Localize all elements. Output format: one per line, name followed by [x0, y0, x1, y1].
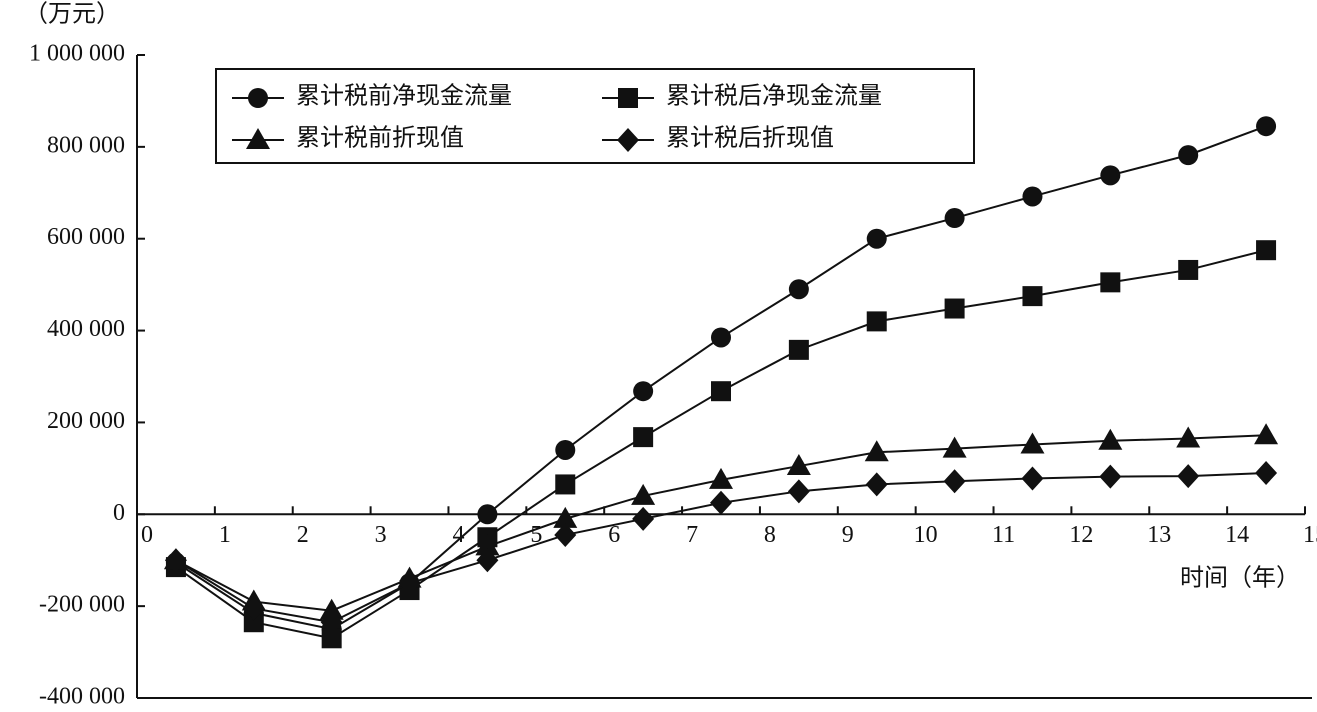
x-tick-label: 9 — [842, 522, 854, 548]
data-point — [711, 381, 731, 402]
legend-label: 累计税前折现值 — [296, 125, 464, 152]
data-point — [942, 436, 967, 458]
data-point — [864, 440, 889, 462]
x-tick-label: 10 — [914, 522, 938, 548]
data-point — [787, 479, 810, 504]
data-point — [1256, 116, 1277, 137]
data-point — [319, 598, 344, 620]
legend-marker — [246, 128, 270, 149]
data-point — [788, 279, 809, 300]
legend-label: 累计税后折现值 — [666, 125, 834, 152]
data-point — [1100, 165, 1121, 186]
x-tick-label: 6 — [608, 522, 620, 548]
y-tick-label: 600 000 — [47, 224, 125, 250]
data-point — [1098, 428, 1123, 450]
data-point — [475, 534, 500, 556]
data-point — [1100, 272, 1121, 293]
x-tick-label: 7 — [686, 522, 698, 548]
y-tick-label: 0 — [113, 500, 125, 526]
data-point — [1022, 186, 1043, 207]
y-tick-label: 1 000 000 — [29, 41, 125, 67]
legend-marker — [617, 128, 639, 152]
y-tick-label: 400 000 — [47, 316, 125, 342]
x-tick-label: 1 — [219, 522, 231, 548]
data-point — [476, 548, 499, 573]
x-tick-label: 11 — [992, 522, 1015, 548]
data-point — [554, 522, 577, 547]
data-point — [555, 439, 576, 460]
data-point — [555, 474, 576, 495]
y-tick-label: -400 000 — [39, 684, 125, 710]
y-unit-label: （万元） — [24, 2, 120, 28]
data-point — [632, 506, 655, 531]
data-point — [786, 454, 811, 476]
x-tick-label: 3 — [375, 522, 387, 548]
data-point — [321, 628, 342, 649]
x-tick-label: 12 — [1069, 522, 1093, 548]
data-point — [944, 208, 965, 229]
data-point — [1022, 286, 1043, 307]
data-point — [866, 228, 887, 249]
data-point — [866, 311, 887, 332]
data-point — [1254, 423, 1279, 445]
legend-label: 累计税前净现金流量 — [296, 83, 512, 110]
x-tick-label: 14 — [1225, 522, 1249, 548]
data-point — [865, 472, 888, 497]
data-point — [1176, 426, 1201, 448]
data-point — [1099, 464, 1122, 489]
data-point — [709, 467, 733, 489]
data-point — [944, 298, 965, 319]
y-tick-label: -200 000 — [39, 592, 125, 618]
data-point — [1178, 145, 1199, 166]
data-point — [477, 504, 498, 525]
data-point — [398, 571, 421, 596]
legend-label: 累计税后净现金流量 — [666, 83, 882, 110]
y-tick-label: 800 000 — [47, 132, 125, 158]
data-point — [243, 612, 264, 633]
series-line — [175, 125, 1267, 631]
data-point — [320, 610, 343, 635]
data-point — [788, 339, 809, 360]
legend-box — [215, 68, 975, 164]
legend-marker — [248, 88, 268, 108]
data-point — [242, 596, 265, 621]
x-tick-label: 0 — [141, 522, 153, 548]
data-point — [1177, 464, 1200, 489]
data-point — [164, 548, 187, 573]
data-point — [1020, 432, 1045, 454]
data-point — [1256, 240, 1277, 261]
series-line — [175, 434, 1267, 612]
legend-marker — [618, 88, 638, 108]
x-tick-label: 13 — [1147, 522, 1171, 548]
x-tick-label: 15 — [1303, 522, 1317, 548]
data-point — [633, 381, 654, 402]
data-point — [1021, 466, 1044, 491]
data-point — [1255, 460, 1278, 485]
data-point — [710, 490, 732, 515]
data-point — [553, 506, 578, 528]
data-point — [943, 469, 966, 494]
data-point — [633, 427, 654, 448]
x-tick-label: 2 — [297, 522, 309, 548]
data-point — [711, 327, 731, 348]
data-point — [631, 483, 656, 505]
x-tick-label: 8 — [764, 522, 776, 548]
data-point — [1178, 259, 1199, 280]
x-axis-label: 时间（年） — [1180, 565, 1300, 592]
y-tick-label: 200 000 — [47, 408, 125, 434]
